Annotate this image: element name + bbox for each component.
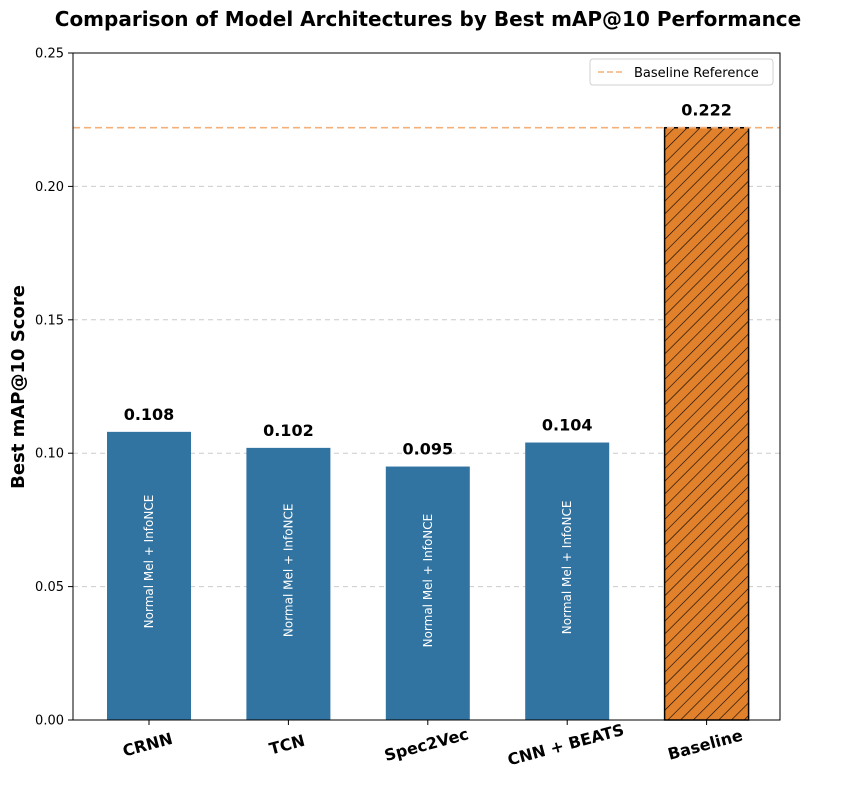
value-label: 0.222 <box>681 101 732 120</box>
value-label: 0.104 <box>542 416 593 435</box>
x-tick-label: CNN + BEATS <box>505 720 626 769</box>
x-axis-ticks: CRNN TCN Spec2Vec CNN + BEATS Baseline <box>121 720 745 769</box>
legend-box <box>589 58 774 86</box>
bar <box>107 431 191 720</box>
x-tick-label: Spec2Vec <box>382 724 470 765</box>
value-label: 0.095 <box>402 440 453 459</box>
bar <box>246 447 331 720</box>
x-tick-label: TCN <box>267 731 307 759</box>
axes-frame <box>72 52 781 721</box>
bar-annotation: Normal Mel + InfoNCE <box>281 504 295 638</box>
y-tick-label: 0.05 <box>35 580 64 595</box>
y-tick-label: 0.20 <box>35 180 64 195</box>
legend-label-reference: Baseline Reference <box>634 66 759 81</box>
x-tick-label: CRNN <box>121 729 175 761</box>
bar-annotation: Normal Mel + InfoNCE <box>142 495 156 629</box>
y-axis-label: Best mAP@10 Score <box>8 285 29 489</box>
value-label: 0.102 <box>263 421 314 440</box>
bar-hatch <box>663 126 750 721</box>
plot-frame <box>72 52 781 721</box>
legend: Baseline Reference <box>589 58 774 86</box>
bar-annotation: Normal Mel + InfoNCE <box>421 514 435 648</box>
y-tick-label: 0.00 <box>35 714 64 729</box>
chart-title: Comparison of Model Architectures by Bes… <box>55 7 801 31</box>
bar-annotation: Normal Mel + InfoNCE <box>560 501 574 635</box>
bar <box>385 466 470 720</box>
y-axis-ticks: 0.00 0.05 0.10 0.15 0.20 0.25 <box>35 47 73 729</box>
value-label: 0.108 <box>124 405 175 424</box>
x-tick-label: Baseline <box>666 726 745 764</box>
y-tick-label: 0.25 <box>35 47 64 62</box>
data-labels: 0.108 Normal Mel + InfoNCE 0.102 Normal Mel… <box>124 101 732 648</box>
y-tick-label: 0.15 <box>35 313 64 328</box>
y-tick-label: 0.10 <box>35 447 64 462</box>
bar <box>525 442 610 720</box>
